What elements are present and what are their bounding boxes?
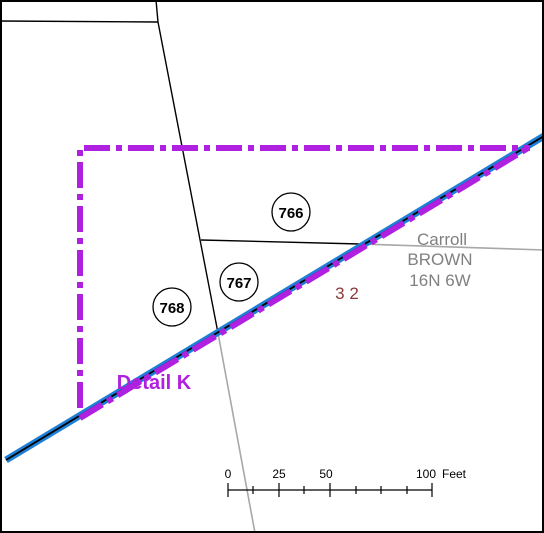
parcel-768-label[interactable]: 768 <box>152 287 192 327</box>
township-label: Carroll BROWN 16N 6W <box>407 230 472 290</box>
scale-tick-label: 25 <box>272 467 286 481</box>
detail-boundary <box>77 145 530 421</box>
parcel-line-vertical-top <box>155 0 159 23</box>
scale-unit-label: Feet <box>442 467 467 481</box>
scale-tick-label: 100 <box>416 467 436 481</box>
parcel-line-divider <box>157 21 219 334</box>
scale-bar <box>227 483 433 497</box>
section-line-east <box>359 243 544 251</box>
scale-tick-label: 0 <box>225 467 232 481</box>
scale-bar-labels: 0 25 50 100 Feet <box>225 467 467 481</box>
parcel-767-label[interactable]: 767 <box>219 262 259 302</box>
detail-label: Detail K <box>117 372 192 394</box>
scale-tick-label: 50 <box>319 467 333 481</box>
parcel-767-number: 767 <box>226 275 251 292</box>
parcel-line-top <box>0 20 159 23</box>
parcel-768-number: 768 <box>159 300 184 317</box>
section-number: 3 2 <box>335 284 359 303</box>
section-line-south <box>217 332 256 533</box>
parcel-labels: 766 767 768 <box>152 192 311 327</box>
township-line-2: BROWN <box>407 250 472 269</box>
parcel-lines <box>0 0 361 334</box>
parcel-766-number: 766 <box>278 205 303 222</box>
township-line-3: 16N 6W <box>409 271 470 290</box>
detail-boundary-outline <box>77 145 530 408</box>
parcel-line-766-south <box>200 239 361 245</box>
parcel-766-label[interactable]: 766 <box>271 192 311 232</box>
township-line-1: Carroll <box>417 230 467 249</box>
section-lines <box>217 243 544 533</box>
